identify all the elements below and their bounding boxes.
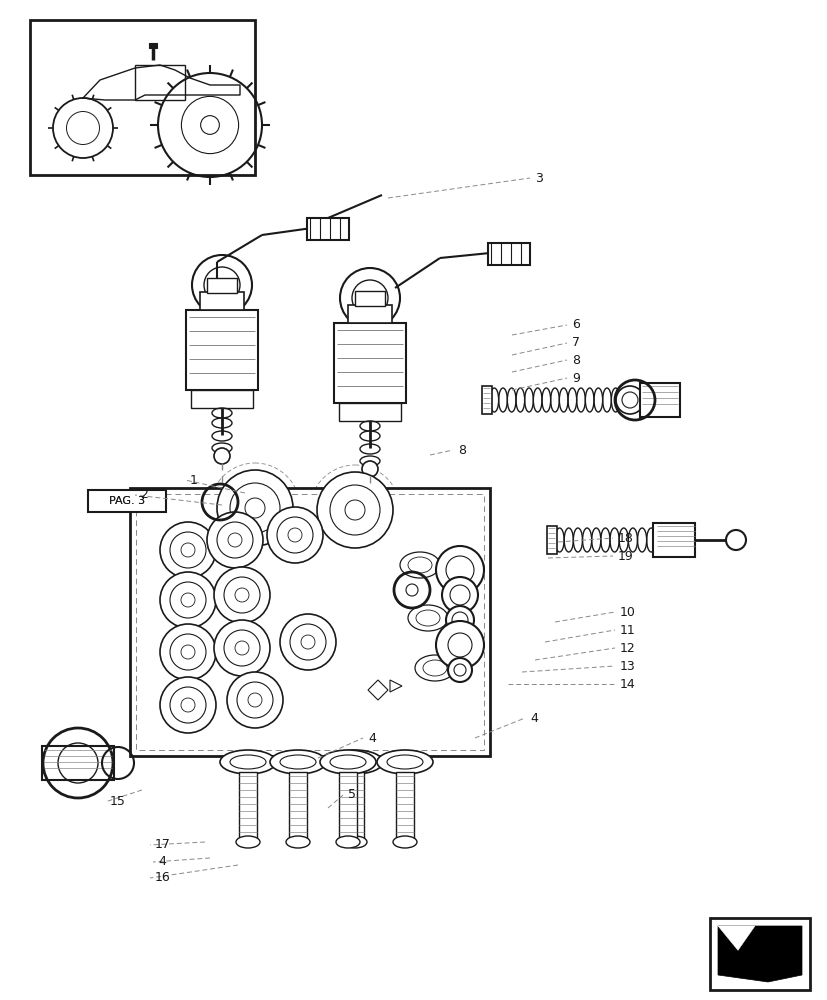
Bar [338,772,356,840]
Bar [355,291,385,306]
Text: 6: 6 [571,318,579,332]
Circle shape [340,268,399,328]
Bar [130,488,490,756]
Bar [639,383,679,417]
Bar [289,772,307,840]
Circle shape [227,672,283,728]
Bar [347,305,391,323]
Bar [487,243,529,265]
Text: 13: 13 [619,660,635,672]
Ellipse shape [336,836,360,848]
Ellipse shape [393,836,417,848]
Text: 12: 12 [619,642,635,654]
Circle shape [615,386,643,414]
Circle shape [361,461,378,477]
Text: 5: 5 [347,788,356,801]
Circle shape [217,470,293,546]
Circle shape [266,507,323,563]
Text: 11: 11 [619,624,635,637]
Text: PAG. 3: PAG. 3 [109,496,145,506]
Circle shape [725,530,745,550]
Circle shape [213,567,270,623]
Bar [30,20,255,175]
Circle shape [447,658,471,682]
Circle shape [446,606,473,634]
Text: 10: 10 [619,605,635,618]
Ellipse shape [327,750,383,774]
Text: 8: 8 [571,354,579,366]
Ellipse shape [376,750,433,774]
Circle shape [43,728,112,798]
Bar [200,292,244,310]
Bar [42,746,114,780]
Text: 14: 14 [619,678,635,690]
Circle shape [192,255,251,315]
Bar [191,390,253,408]
Text: 7: 7 [571,336,579,350]
Bar [186,310,258,390]
Text: 16: 16 [155,871,170,884]
Ellipse shape [236,836,260,848]
Ellipse shape [270,750,326,774]
Bar [136,494,484,750]
Circle shape [436,621,484,669]
Text: PAG. 3: PAG. 3 [109,496,145,506]
Bar [88,490,165,512]
Circle shape [160,677,216,733]
Text: 9: 9 [571,371,579,384]
Bar [547,526,557,554]
Text: 4: 4 [529,712,538,724]
Circle shape [207,512,263,568]
Bar [149,43,157,48]
Text: 15: 15 [110,795,126,808]
Text: 4: 4 [367,732,375,744]
Bar [338,403,400,421]
Ellipse shape [342,836,366,848]
Bar [239,772,256,840]
Circle shape [160,624,216,680]
Circle shape [317,472,393,548]
Circle shape [442,577,477,613]
Polygon shape [717,926,754,950]
Bar [346,772,364,840]
Text: 19: 19 [617,550,633,562]
Bar [207,278,237,293]
Bar [395,772,414,840]
Circle shape [213,620,270,676]
Polygon shape [717,926,801,982]
Bar [709,918,809,990]
Text: 18: 18 [617,532,633,544]
Circle shape [160,522,216,578]
Circle shape [213,448,230,464]
Ellipse shape [220,750,275,774]
Text: 1: 1 [189,474,198,487]
Text: 8: 8 [457,444,466,456]
Text: 4: 4 [158,855,165,868]
Bar [653,523,694,557]
Ellipse shape [319,750,375,774]
Text: 17: 17 [155,838,170,851]
Text: 2: 2 [140,488,148,502]
Circle shape [160,572,216,628]
Bar [481,386,491,414]
Circle shape [280,614,336,670]
Ellipse shape [285,836,309,848]
Bar [307,218,348,240]
Text: 3: 3 [534,172,543,185]
Bar [333,323,405,403]
Bar [135,65,184,100]
Circle shape [436,546,484,594]
